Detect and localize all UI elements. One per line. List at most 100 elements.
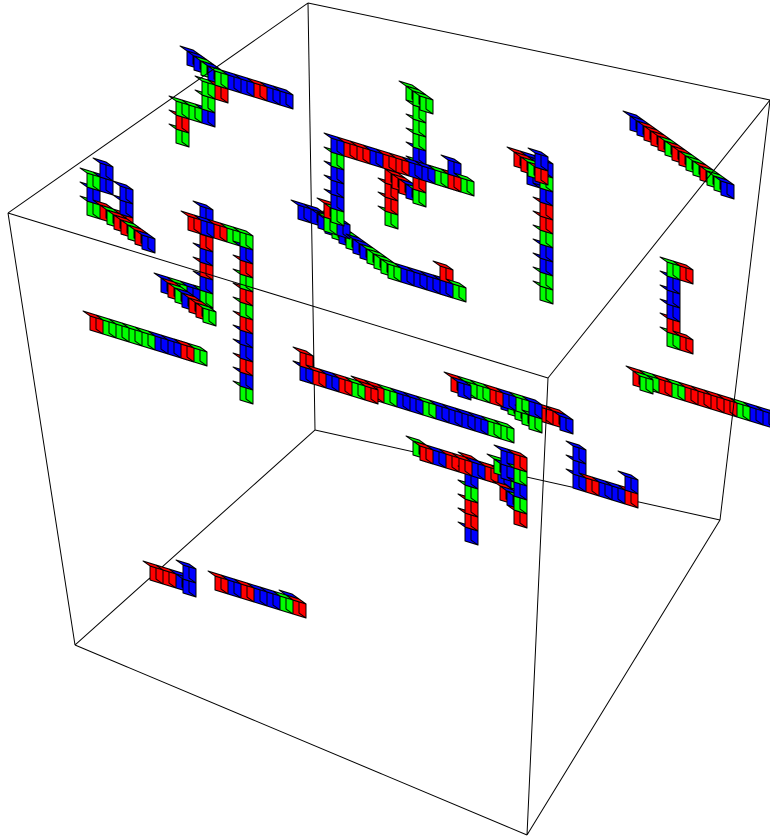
cube: [112, 180, 134, 205]
cube: [192, 256, 214, 281]
cube-face: [92, 157, 114, 168]
box-edge: [719, 99, 770, 521]
cube-face: [186, 342, 208, 353]
cube-face: [412, 90, 434, 101]
cube: [292, 346, 314, 371]
box-edge: [7, 2, 309, 214]
cube-face: [521, 395, 543, 406]
cube-face: [134, 229, 156, 240]
cube: [121, 322, 143, 347]
cube: [506, 448, 528, 473]
cube-face: [713, 175, 735, 186]
cube: [108, 318, 130, 343]
cube: [453, 172, 475, 197]
cube-face: [272, 85, 294, 96]
box-front-edges: [7, 2, 770, 836]
cube: [147, 330, 169, 355]
cube: [441, 403, 463, 428]
cube-face: [453, 172, 475, 183]
cube: [632, 370, 654, 395]
cube: [305, 364, 327, 389]
cube: [142, 560, 164, 585]
cube-face: [493, 419, 515, 430]
cube-face: [292, 346, 314, 357]
cube: [527, 147, 549, 172]
cube: [134, 229, 156, 254]
cube-face: [195, 302, 217, 313]
box-edge: [7, 212, 76, 646]
cube: [659, 256, 681, 281]
cube: [591, 476, 613, 501]
cube: [160, 334, 182, 359]
cube-face: [527, 147, 549, 158]
cube: [79, 167, 101, 192]
cube-face: [617, 470, 639, 481]
cube-face: [762, 410, 770, 428]
box-edge: [526, 519, 721, 836]
cube: [402, 391, 424, 416]
cube: [344, 376, 366, 401]
cube: [207, 65, 229, 90]
cube-face: [506, 448, 528, 459]
cube: [232, 226, 254, 251]
box-edge: [547, 99, 770, 379]
cube-face: [552, 410, 574, 421]
box-edge: [74, 429, 316, 646]
cube: [92, 157, 114, 182]
cube-face: [672, 260, 694, 271]
cube: [617, 470, 639, 495]
cube: [233, 578, 255, 603]
cube: [672, 260, 694, 285]
cube: [181, 99, 203, 124]
cube: [604, 480, 626, 505]
cube-face: [175, 559, 197, 570]
cube-face: [440, 154, 462, 165]
cube: [565, 440, 587, 465]
cube: [186, 342, 208, 367]
cube: [357, 380, 379, 405]
cube: [180, 210, 202, 235]
cube: [578, 472, 600, 497]
cube-face: [632, 370, 654, 381]
cube: [393, 262, 415, 287]
cube-face: [432, 260, 454, 271]
cube: [175, 559, 197, 584]
cube: [155, 564, 177, 589]
cube-face: [445, 278, 467, 289]
cube: [336, 136, 358, 161]
cube: [168, 95, 190, 120]
cube: [428, 399, 450, 424]
box-edge: [307, 2, 770, 101]
cube: [451, 452, 473, 477]
cube-face: [565, 440, 587, 451]
cube: [406, 266, 428, 291]
cube: [195, 302, 217, 327]
cube: [207, 570, 229, 595]
box-edge: [7, 212, 549, 379]
box-back-edges: [74, 2, 721, 646]
cube-face: [232, 226, 254, 237]
cube: [285, 594, 307, 619]
cube: [521, 395, 543, 420]
cube-face: [672, 330, 694, 341]
cube: [376, 383, 398, 408]
cube: [82, 310, 104, 335]
cube: [493, 419, 515, 444]
cube-face: [450, 376, 472, 387]
cube-face: [192, 200, 214, 211]
cube-face: [357, 380, 379, 391]
cube: [450, 376, 472, 401]
cube: [272, 85, 294, 110]
cube: [713, 175, 735, 200]
cube-face: [112, 180, 134, 191]
cubes: [79, 45, 770, 619]
cube: [362, 144, 384, 169]
cube: [259, 586, 281, 611]
cube: [290, 199, 312, 224]
cube: [552, 410, 574, 435]
cube: [445, 278, 467, 303]
box-edge: [526, 377, 549, 836]
cube: [232, 352, 254, 377]
